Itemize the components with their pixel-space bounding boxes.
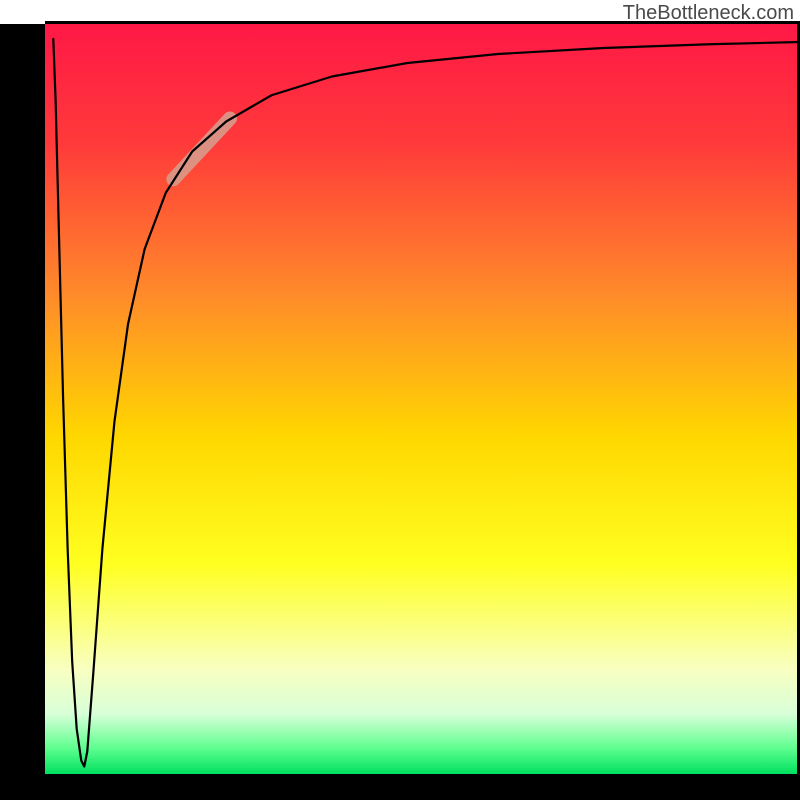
chart-svg (0, 0, 800, 800)
attribution-text: TheBottleneck.com (623, 2, 794, 25)
chart-container: TheBottleneck.com (0, 0, 800, 800)
frame-bottom (0, 774, 800, 800)
gradient-background (45, 24, 800, 774)
frame-left (0, 24, 45, 800)
